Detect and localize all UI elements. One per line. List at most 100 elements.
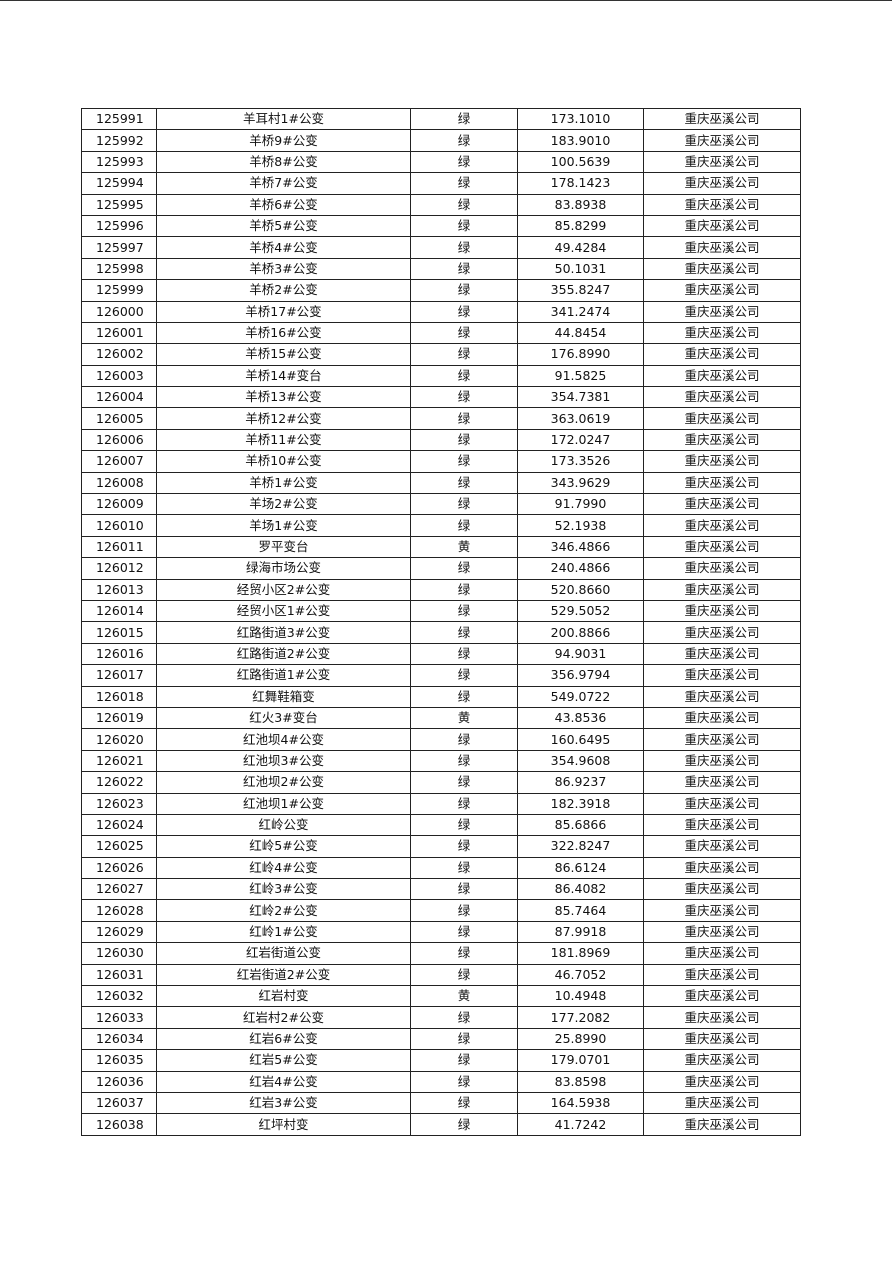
station-name-cell: 羊桥4#公变 [156,236,411,259]
row-id-cell: 126020 [81,728,157,751]
table-row: 125996 羊桥5#公变绿 85.8299 重庆巫溪公司 [81,214,801,238]
value-cell: 43.8536 [517,706,644,730]
status-color-cell: 绿 [410,963,518,987]
station-name-cell: 羊场1#公变 [156,514,411,537]
table-row: 126000 羊桥17#公变绿 341.2474 重庆巫溪公司 [81,300,801,323]
station-name-cell: 羊桥1#公变 [156,471,411,495]
company-cell: 重庆巫溪公司 [643,129,801,152]
status-color-cell: 绿 [410,193,518,216]
table-row: 126028 红岭2#公变绿 85.7464 重庆巫溪公司 [81,899,801,922]
status-color-cell: 绿 [410,514,518,537]
table-row: 126018 红舞鞋箱变绿 549.0722 重庆巫溪公司 [81,685,801,708]
status-color-cell: 绿 [410,749,518,773]
value-cell: 178.1423 [517,172,644,195]
company-cell: 重庆巫溪公司 [643,578,801,601]
row-id-cell: 126005 [81,407,157,430]
value-cell: 355.8247 [517,279,644,302]
table-row: 126024 红岭公变绿 85.6866 重庆巫溪公司 [81,813,801,837]
status-color-cell: 黄 [410,706,518,730]
row-id-cell: 126007 [81,450,157,473]
table-row: 126017 红路街道1#公变绿 356.9794 重庆巫溪公司 [81,664,801,687]
value-cell: 46.7052 [517,963,644,987]
value-cell: 164.5938 [517,1091,644,1115]
status-color-cell: 绿 [410,1091,518,1115]
status-color-cell: 绿 [410,428,518,452]
table-row: 126006 羊桥11#公变绿 172.0247 重庆巫溪公司 [81,428,801,452]
table-row: 126010 羊场1#公变绿 52.1938 重庆巫溪公司 [81,514,801,537]
value-cell: 176.8990 [517,343,644,366]
value-cell: 322.8247 [517,835,644,858]
table-row: 126012 绿海市场公变绿 240.4866 重庆巫溪公司 [81,557,801,580]
value-cell: 363.0619 [517,407,644,430]
status-color-cell: 绿 [410,1070,518,1093]
table-row: 126007 羊桥10#公变绿 173.3526 重庆巫溪公司 [81,450,801,473]
station-name-cell: 绿海市场公变 [156,557,411,580]
station-name-cell: 羊桥9#公变 [156,129,411,152]
row-id-cell: 126008 [81,471,157,495]
status-color-cell: 绿 [410,578,518,601]
station-name-cell: 红坪村变 [156,1113,411,1136]
value-cell: 83.8938 [517,193,644,216]
row-id-cell: 126035 [81,1049,157,1072]
status-color-cell: 黄 [410,985,518,1008]
row-id-cell: 125994 [81,172,157,195]
status-color-cell: 绿 [410,236,518,259]
status-color-cell: 绿 [410,321,518,345]
table-row: 126034 红岩6#公变绿 25.8990 重庆巫溪公司 [81,1027,801,1051]
status-color-cell: 绿 [410,1027,518,1051]
table-row: 125997 羊桥4#公变绿 49.4284 重庆巫溪公司 [81,236,801,259]
status-color-cell: 绿 [410,685,518,708]
table-row: 126011 罗平变台黄 346.4866 重庆巫溪公司 [81,535,801,559]
station-name-cell: 罗平变台 [156,535,411,559]
status-color-cell: 绿 [410,664,518,687]
status-color-cell: 绿 [410,728,518,751]
station-name-cell: 红路街道3#公变 [156,621,411,644]
status-color-cell: 绿 [410,813,518,837]
row-id-cell: 126015 [81,621,157,644]
table-row: 126027 红岭3#公变绿 86.4082 重庆巫溪公司 [81,878,801,901]
table-row: 126022 红池坝2#公变绿 86.9237 重庆巫溪公司 [81,771,801,794]
value-cell: 343.9629 [517,471,644,495]
table-row: 126038 红坪村变绿 41.7242 重庆巫溪公司 [81,1113,801,1136]
status-color-cell: 绿 [410,343,518,366]
company-cell: 重庆巫溪公司 [643,1049,801,1072]
company-cell: 重庆巫溪公司 [643,792,801,815]
table-row: 125992 羊桥9#公变绿 183.9010 重庆巫溪公司 [81,129,801,152]
station-name-cell: 红岩3#公变 [156,1091,411,1115]
value-cell: 356.9794 [517,664,644,687]
row-id-cell: 126026 [81,856,157,880]
station-name-cell: 红岩5#公变 [156,1049,411,1072]
value-cell: 173.1010 [517,107,644,131]
company-cell: 重庆巫溪公司 [643,599,801,623]
status-color-cell: 绿 [410,835,518,858]
row-id-cell: 126033 [81,1006,157,1029]
station-name-cell: 红池坝3#公变 [156,749,411,773]
company-cell: 重庆巫溪公司 [643,236,801,259]
station-name-cell: 红岭5#公变 [156,835,411,858]
value-cell: 549.0722 [517,685,644,708]
row-id-cell: 126034 [81,1027,157,1051]
value-cell: 341.2474 [517,300,644,323]
row-id-cell: 126006 [81,428,157,452]
table-row: 126016 红路街道2#公变绿 94.9031 重庆巫溪公司 [81,642,801,666]
company-cell: 重庆巫溪公司 [643,321,801,345]
value-cell: 52.1938 [517,514,644,537]
company-cell: 重庆巫溪公司 [643,899,801,922]
company-cell: 重庆巫溪公司 [643,813,801,837]
station-name-cell: 羊桥7#公变 [156,172,411,195]
status-color-cell: 绿 [410,172,518,195]
company-cell: 重庆巫溪公司 [643,471,801,495]
row-id-cell: 126038 [81,1113,157,1136]
company-cell: 重庆巫溪公司 [643,1006,801,1029]
value-cell: 172.0247 [517,428,644,452]
value-cell: 91.5825 [517,364,644,388]
status-color-cell: 绿 [410,214,518,238]
table-row: 126004 羊桥13#公变绿 354.7381 重庆巫溪公司 [81,386,801,409]
value-cell: 86.9237 [517,771,644,794]
company-cell: 重庆巫溪公司 [643,749,801,773]
company-cell: 重庆巫溪公司 [643,150,801,174]
station-name-cell: 红池坝4#公变 [156,728,411,751]
table-row: 126033 红岩村2#公变绿 177.2082 重庆巫溪公司 [81,1006,801,1029]
page-top-border [0,0,892,1]
row-id-cell: 126002 [81,343,157,366]
